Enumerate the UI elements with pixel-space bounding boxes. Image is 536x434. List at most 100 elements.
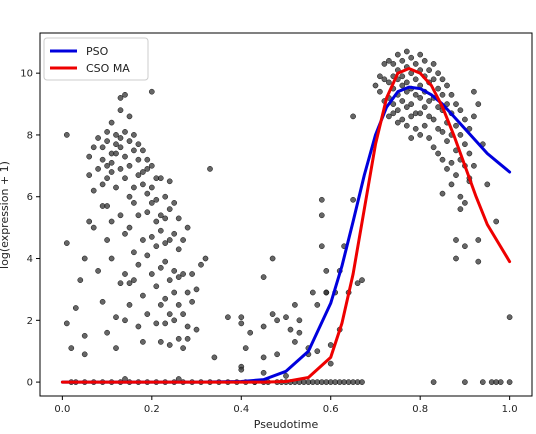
data-point — [166, 178, 173, 185]
data-point — [430, 61, 437, 67]
data-point — [444, 138, 450, 144]
data-point — [180, 237, 186, 243]
data-point — [113, 132, 119, 138]
data-point — [63, 132, 70, 138]
data-point — [180, 311, 186, 317]
data-point — [113, 314, 119, 321]
data-point — [426, 98, 432, 104]
data-point — [309, 289, 316, 296]
data-point — [399, 116, 406, 123]
data-point — [435, 104, 441, 110]
data-point — [444, 82, 450, 89]
data-point — [131, 277, 137, 283]
data-point — [408, 135, 415, 141]
data-point — [140, 292, 146, 299]
data-point — [439, 190, 446, 197]
data-point — [198, 261, 204, 268]
data-point — [157, 227, 164, 234]
data-point — [72, 305, 79, 311]
data-point — [117, 144, 124, 151]
data-point — [238, 314, 245, 321]
data-point — [144, 190, 151, 197]
data-point — [148, 162, 155, 169]
data-point — [292, 302, 298, 308]
x-tick-label: 0.8 — [412, 404, 428, 415]
data-point — [81, 255, 88, 262]
data-point — [113, 141, 119, 148]
data-point — [131, 184, 137, 191]
data-point — [77, 277, 84, 283]
data-point — [108, 255, 115, 262]
data-point — [497, 379, 504, 385]
data-point — [323, 268, 330, 274]
y-tick-label: 8 — [27, 130, 33, 141]
data-point — [408, 113, 415, 120]
data-point — [359, 277, 365, 283]
data-point — [131, 147, 137, 154]
data-point — [202, 255, 209, 262]
data-point — [323, 289, 330, 296]
data-point — [117, 135, 124, 141]
data-point — [95, 166, 101, 172]
data-point — [412, 61, 419, 67]
data-point — [90, 187, 97, 194]
data-point — [144, 166, 151, 172]
data-point — [113, 150, 119, 157]
data-point — [113, 184, 119, 191]
data-point — [260, 323, 267, 330]
data-point — [506, 379, 513, 385]
data-point — [193, 286, 200, 293]
y-axis-ticks: 0 2 4 6 8 10 — [20, 69, 40, 389]
data-point — [153, 196, 160, 203]
data-point — [175, 302, 182, 308]
data-point — [86, 172, 93, 178]
data-point — [86, 153, 93, 160]
y-axis-label: log(expression + 1) — [0, 161, 11, 269]
data-point — [135, 141, 142, 148]
data-point — [108, 169, 115, 175]
data-point — [122, 317, 128, 324]
data-point — [399, 57, 406, 64]
data-point — [399, 82, 406, 89]
data-point — [238, 366, 245, 373]
data-point — [493, 218, 500, 225]
data-point — [260, 354, 267, 361]
data-point — [377, 73, 383, 80]
data-point — [475, 101, 482, 107]
data-point — [153, 320, 160, 327]
data-point — [435, 150, 441, 157]
data-point — [162, 320, 169, 327]
data-point — [81, 332, 88, 339]
data-point — [108, 159, 115, 166]
data-point — [175, 335, 182, 342]
data-point — [439, 91, 446, 98]
data-point — [296, 329, 303, 336]
data-point — [247, 329, 254, 336]
data-point — [171, 289, 178, 296]
x-tick-label: 1.0 — [502, 404, 518, 415]
data-point — [421, 104, 428, 110]
data-point — [462, 379, 468, 385]
data-point — [372, 82, 379, 89]
data-point — [63, 320, 70, 327]
data-point — [421, 57, 428, 64]
data-point — [104, 329, 110, 336]
data-point — [412, 125, 419, 132]
data-point — [135, 323, 142, 330]
data-point — [283, 373, 289, 379]
data-point — [140, 237, 146, 243]
data-point — [448, 91, 455, 98]
data-point — [479, 379, 486, 385]
y-tick-label: 10 — [20, 69, 33, 80]
data-point — [430, 76, 437, 83]
data-point — [394, 51, 401, 58]
data-point — [386, 57, 392, 64]
data-point — [90, 144, 97, 151]
data-point — [180, 271, 186, 277]
data-point — [296, 317, 303, 324]
data-point — [162, 258, 169, 265]
data-point — [350, 113, 356, 120]
data-point — [95, 135, 101, 141]
data-point — [403, 79, 410, 86]
data-point — [104, 237, 110, 243]
